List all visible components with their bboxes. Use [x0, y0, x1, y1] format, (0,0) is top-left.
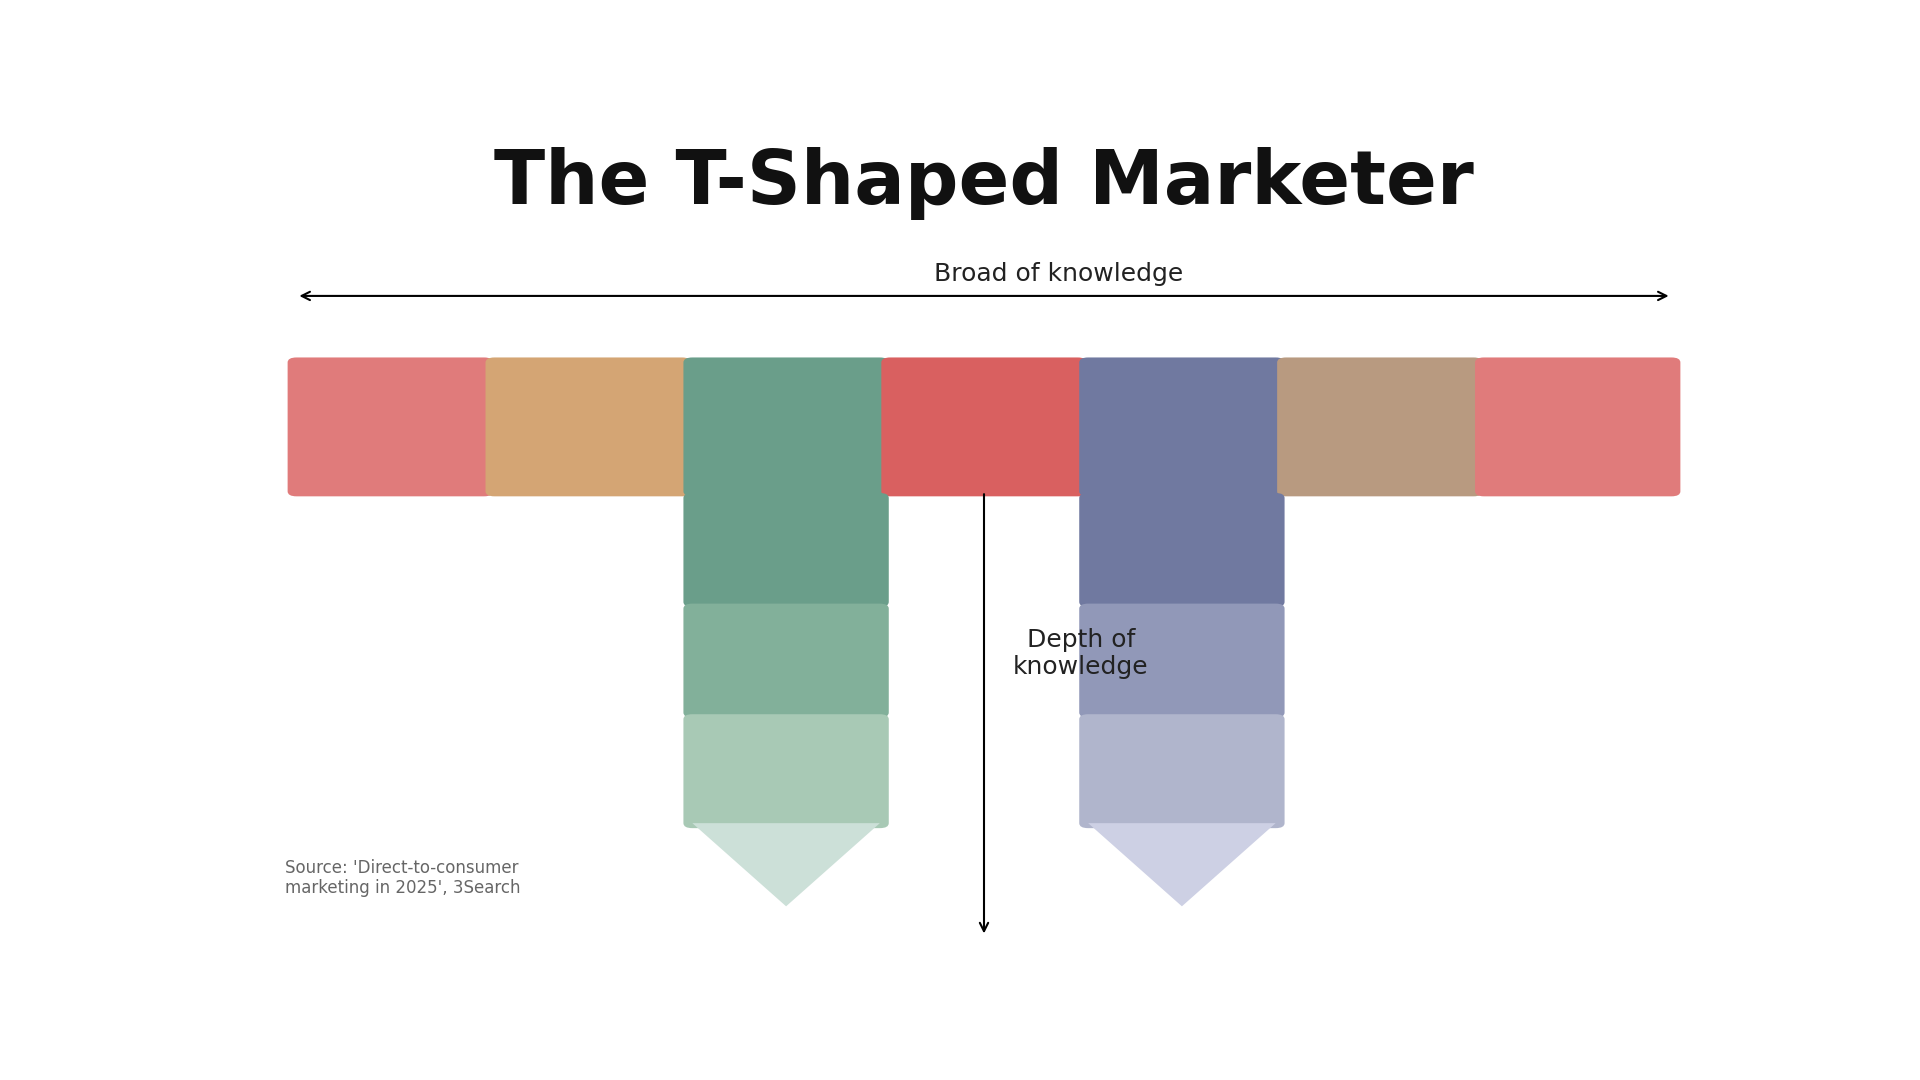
- Text: The T-Shaped Marketer: The T-Shaped Marketer: [493, 147, 1475, 220]
- FancyBboxPatch shape: [1079, 357, 1284, 497]
- FancyBboxPatch shape: [881, 357, 1087, 497]
- FancyBboxPatch shape: [1079, 492, 1284, 607]
- Polygon shape: [1089, 823, 1275, 906]
- FancyBboxPatch shape: [1079, 714, 1284, 828]
- FancyBboxPatch shape: [1079, 604, 1284, 717]
- FancyBboxPatch shape: [288, 357, 493, 497]
- Text: Depth of
knowledge: Depth of knowledge: [1014, 627, 1148, 679]
- FancyBboxPatch shape: [684, 492, 889, 607]
- FancyBboxPatch shape: [684, 714, 889, 828]
- FancyBboxPatch shape: [684, 357, 889, 497]
- FancyBboxPatch shape: [486, 357, 691, 497]
- FancyBboxPatch shape: [1277, 357, 1482, 497]
- FancyBboxPatch shape: [1475, 357, 1680, 497]
- Text: Broad of knowledge: Broad of knowledge: [933, 262, 1183, 286]
- Polygon shape: [693, 823, 879, 906]
- Text: Source: 'Direct-to-consumer
marketing in 2025', 3Search: Source: 'Direct-to-consumer marketing in…: [284, 859, 520, 897]
- FancyBboxPatch shape: [684, 604, 889, 717]
